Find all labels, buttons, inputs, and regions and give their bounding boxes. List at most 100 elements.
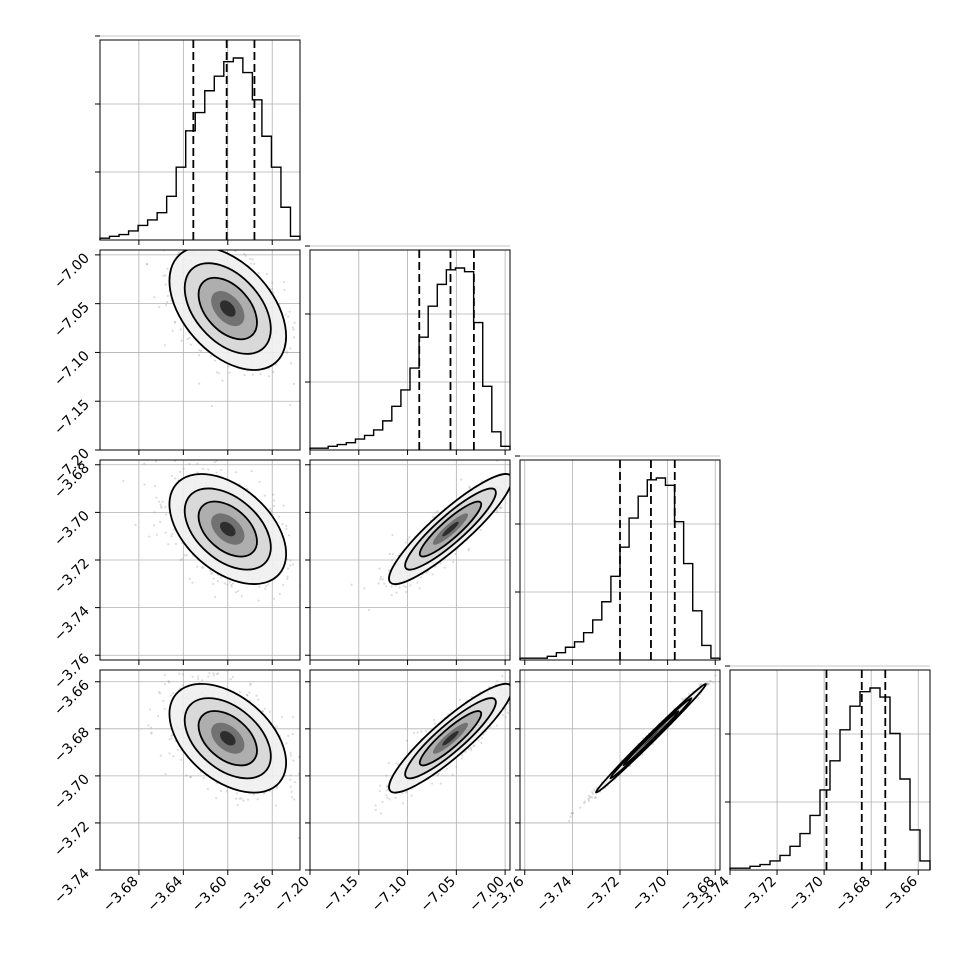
sample-point — [271, 287, 274, 290]
sample-point — [350, 583, 353, 586]
sample-point — [214, 246, 216, 248]
histogram-steps — [309, 267, 511, 450]
sample-point — [234, 797, 238, 800]
sample-point — [285, 351, 289, 355]
sample-point — [227, 365, 230, 368]
sample-point — [504, 716, 507, 719]
sample-point — [218, 371, 221, 375]
sample-point — [272, 371, 275, 374]
histogram-panel-2 — [515, 455, 721, 665]
sample-point — [209, 234, 211, 236]
sample-point — [259, 373, 262, 376]
sample-point — [163, 673, 167, 677]
sample-point — [159, 456, 161, 458]
sample-point — [159, 754, 162, 757]
sample-point — [587, 798, 590, 801]
sample-point — [290, 796, 294, 799]
sample-point — [271, 493, 275, 496]
sample-point — [160, 506, 163, 509]
sample-point — [433, 722, 436, 725]
sample-point — [412, 731, 416, 735]
sample-point — [516, 700, 518, 702]
panel-frame — [519, 459, 721, 661]
sample-point — [379, 784, 382, 787]
sample-point — [434, 511, 437, 514]
sample-point — [511, 706, 513, 708]
sample-point — [223, 582, 227, 585]
sample-point — [253, 262, 256, 265]
sample-point — [472, 745, 475, 748]
sample-point — [496, 511, 499, 514]
contour-line — [197, 500, 258, 558]
sample-point — [388, 798, 391, 801]
histogram-steps — [519, 477, 721, 660]
sample-point — [257, 272, 260, 275]
sample-point — [461, 754, 464, 757]
sample-point — [188, 462, 191, 466]
sample-point — [168, 752, 171, 755]
contour-line — [183, 262, 272, 355]
pair-panel-3-2 — [515, 669, 721, 875]
contour-line — [418, 500, 483, 558]
contour-line — [183, 697, 272, 780]
sample-point — [305, 612, 307, 614]
sample-point — [270, 509, 273, 513]
sample-point — [160, 505, 163, 508]
sample-point — [167, 543, 170, 546]
sample-point — [386, 784, 389, 787]
sample-point — [511, 491, 513, 493]
pair-content — [310, 460, 531, 660]
sample-point — [243, 373, 246, 377]
sample-point — [390, 593, 393, 597]
sample-point — [230, 583, 233, 587]
sample-point — [405, 739, 409, 742]
sample-point — [171, 329, 174, 332]
sample-point — [255, 694, 258, 697]
sample-point — [289, 559, 292, 562]
sample-point — [501, 675, 504, 678]
sample-point — [148, 243, 150, 245]
sample-point — [244, 254, 247, 257]
sample-point — [188, 336, 191, 339]
sample-point — [164, 531, 167, 534]
sample-point — [167, 680, 170, 683]
sample-point — [591, 796, 594, 799]
sample-point — [166, 267, 169, 270]
sample-point — [198, 382, 201, 385]
sample-point — [408, 536, 411, 539]
sample-point — [346, 808, 348, 810]
sample-point — [306, 568, 308, 570]
sample-point — [191, 581, 194, 584]
sample-point — [201, 566, 204, 570]
sample-point — [394, 584, 397, 587]
sample-point — [500, 506, 503, 509]
density-level — [219, 300, 236, 317]
sample-point — [216, 672, 220, 675]
sample-point — [496, 680, 499, 683]
sample-point — [158, 500, 161, 503]
panel-frame — [729, 669, 931, 871]
sample-point — [240, 595, 243, 598]
sample-point — [289, 778, 292, 781]
sample-point — [418, 587, 421, 590]
sample-point — [169, 242, 171, 244]
sample-point — [291, 732, 295, 736]
sample-point — [470, 746, 473, 750]
sample-point — [268, 710, 271, 713]
sample-point — [383, 582, 386, 585]
sample-point — [579, 806, 582, 809]
sample-point — [291, 326, 294, 329]
sample-point — [379, 578, 382, 581]
pair-panel-3-1 — [305, 669, 518, 875]
sample-point — [391, 552, 394, 556]
sample-point — [196, 462, 199, 465]
sample-point — [245, 693, 249, 697]
sample-point — [263, 494, 266, 497]
sample-point — [381, 578, 384, 581]
panel-frame — [309, 249, 511, 451]
sample-point — [419, 576, 423, 579]
sample-point — [529, 473, 531, 475]
sample-point — [293, 781, 297, 784]
density-level — [219, 521, 236, 537]
pair-panel-3-0 — [95, 669, 348, 875]
